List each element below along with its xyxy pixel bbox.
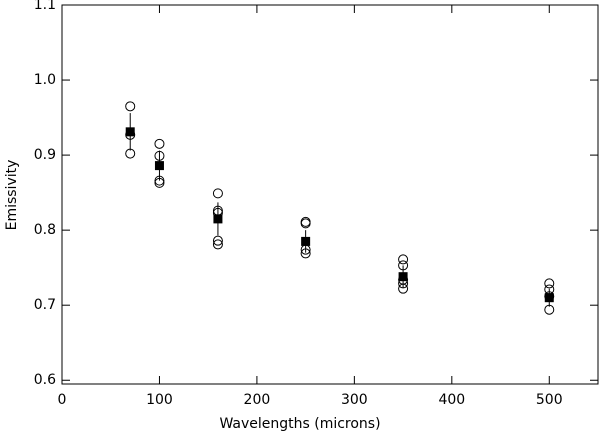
y-tick-label: 1.1: [34, 0, 56, 13]
mean-point: [125, 127, 135, 137]
data-point: [544, 278, 555, 289]
data-point: [212, 188, 223, 199]
y-tick-label: 1.0: [34, 72, 56, 88]
x-tick-label: 300: [341, 392, 368, 408]
data-point: [212, 235, 223, 246]
plot-frame: [61, 4, 599, 385]
mean-point: [398, 272, 408, 282]
x-tick-label: 400: [438, 392, 465, 408]
x-axis-label: Wavelengths (microns): [219, 416, 380, 432]
data-point: [125, 101, 136, 112]
x-tick-label: 100: [146, 392, 173, 408]
x-tick-label: 200: [244, 392, 271, 408]
x-tick-label: 500: [536, 392, 563, 408]
mean-point: [544, 293, 554, 303]
data-point: [154, 138, 165, 149]
mean-point: [213, 214, 223, 224]
y-tick-label: 0.7: [34, 297, 56, 313]
data-point: [300, 218, 311, 229]
y-tick-label: 0.6: [34, 372, 56, 388]
data-point: [398, 254, 409, 265]
x-tick-label: 0: [58, 392, 67, 408]
y-tick-label: 0.8: [34, 222, 56, 238]
y-tick-label: 0.9: [34, 147, 56, 163]
mean-point: [301, 236, 311, 246]
y-axis-label: Emissivity: [4, 160, 20, 231]
data-point: [212, 239, 223, 250]
mean-point: [154, 161, 164, 171]
